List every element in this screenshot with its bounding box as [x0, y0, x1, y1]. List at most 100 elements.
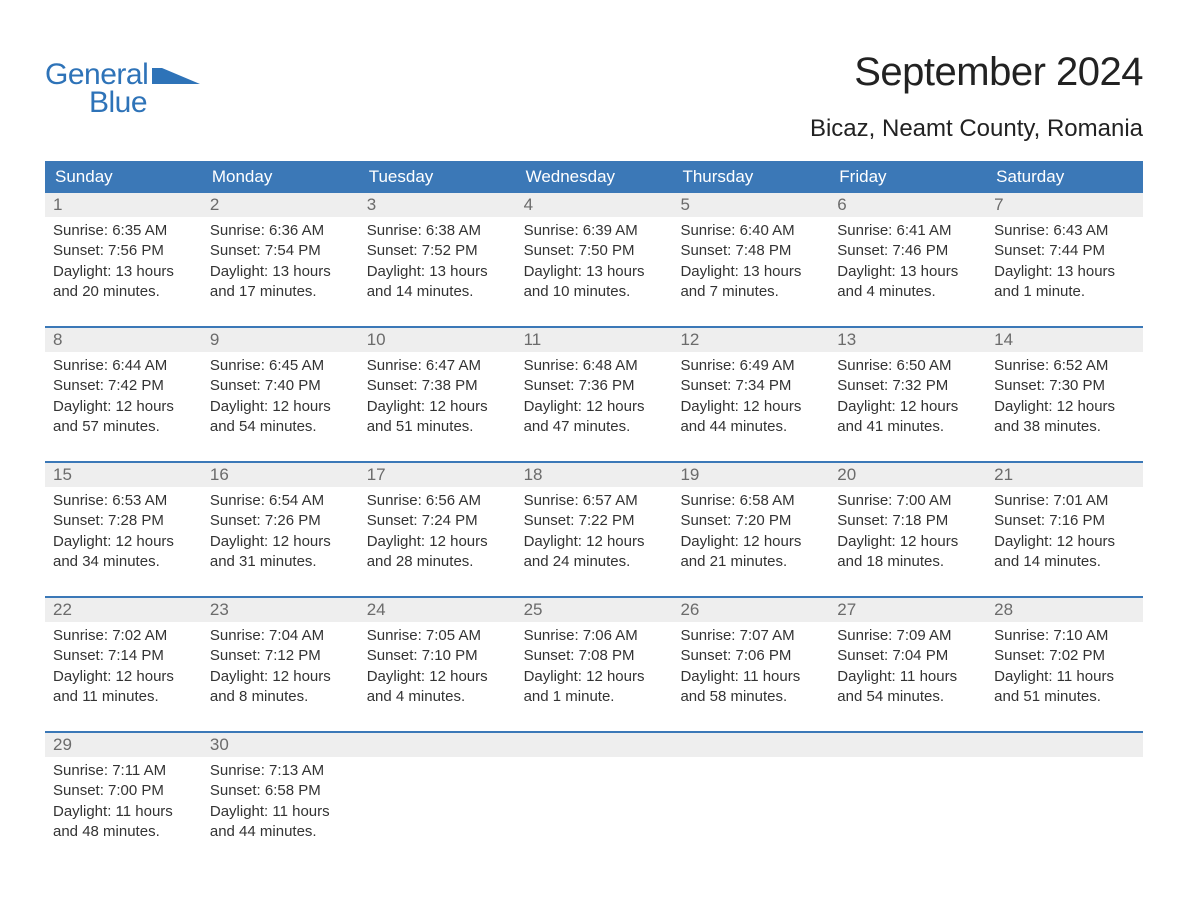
day-body: Sunrise: 6:56 AMSunset: 7:24 PMDaylight:…: [359, 487, 516, 572]
day-body: Sunrise: 7:11 AMSunset: 7:00 PMDaylight:…: [45, 757, 202, 842]
dl1-text: Daylight: 11 hours: [680, 667, 821, 687]
date-number: 7: [994, 195, 1003, 214]
dl1-text: Daylight: 12 hours: [994, 397, 1135, 417]
sunset-text: Sunset: 7:34 PM: [680, 376, 821, 396]
day-cell: 13Sunrise: 6:50 AMSunset: 7:32 PMDayligh…: [829, 328, 986, 447]
dl1-text: Daylight: 12 hours: [210, 397, 351, 417]
day-body: Sunrise: 6:44 AMSunset: 7:42 PMDaylight:…: [45, 352, 202, 437]
date-number: 23: [210, 600, 229, 619]
day-cell: 22Sunrise: 7:02 AMSunset: 7:14 PMDayligh…: [45, 598, 202, 717]
day-body: Sunrise: 7:07 AMSunset: 7:06 PMDaylight:…: [672, 622, 829, 707]
date-number: 24: [367, 600, 386, 619]
date-bar: 21: [986, 463, 1143, 487]
day-body: Sunrise: 6:58 AMSunset: 7:20 PMDaylight:…: [672, 487, 829, 572]
date-number: 3: [367, 195, 376, 214]
date-bar: 12: [672, 328, 829, 352]
week-row: 8 Sunrise: 6:44 AMSunset: 7:42 PMDaylight…: [45, 326, 1143, 447]
date-number: 27: [837, 600, 856, 619]
dl1-text: Daylight: 12 hours: [367, 397, 508, 417]
day-cell: 25 Sunrise: 7:06 AMSunset: 7:08 PMDayligh…: [516, 598, 673, 717]
day-cell: 4Sunrise: 6:39 AMSunset: 7:50 PMDaylight…: [516, 193, 673, 312]
date-number: 9: [210, 330, 219, 349]
dl1-text: Daylight: 13 hours: [837, 262, 978, 282]
dl2-text: and 54 minutes.: [210, 417, 351, 437]
sunrise-text: Sunrise: 6:58 AM: [680, 491, 821, 511]
date-number: 8: [53, 330, 62, 349]
sunrise-text: Sunrise: 6:43 AM: [994, 221, 1135, 241]
dl2-text: and 18 minutes.: [837, 552, 978, 572]
sunset-text: Sunset: 7:30 PM: [994, 376, 1135, 396]
dl2-text: and 34 minutes.: [53, 552, 194, 572]
sunrise-text: Sunrise: 7:07 AM: [680, 626, 821, 646]
day-body: Sunrise: 7:00 AMSunset: 7:18 PMDaylight:…: [829, 487, 986, 572]
sunrise-text: Sunrise: 6:57 AM: [524, 491, 665, 511]
day-body: Sunrise: 6:35 AMSunset: 7:56 PMDaylight:…: [45, 217, 202, 302]
week-row: 22Sunrise: 7:02 AMSunset: 7:14 PMDayligh…: [45, 596, 1143, 717]
day-cell: 16Sunrise: 6:54 AMSunset: 7:26 PMDayligh…: [202, 463, 359, 582]
day-body: Sunrise: 6:49 AMSunset: 7:34 PMDaylight:…: [672, 352, 829, 437]
dl2-text: and 51 minutes.: [994, 687, 1135, 707]
dl1-text: Daylight: 12 hours: [210, 667, 351, 687]
sunset-text: Sunset: 7:42 PM: [53, 376, 194, 396]
dl2-text: and 54 minutes.: [837, 687, 978, 707]
sunset-text: Sunset: 7:44 PM: [994, 241, 1135, 261]
dl2-text: and 38 minutes.: [994, 417, 1135, 437]
sunset-text: Sunset: 7:50 PM: [524, 241, 665, 261]
dl2-text: and 10 minutes.: [524, 282, 665, 302]
dl2-text: and 31 minutes.: [210, 552, 351, 572]
month-title: September 2024: [810, 50, 1143, 95]
dl1-text: Daylight: 13 hours: [680, 262, 821, 282]
dl2-text: and 1 minute.: [524, 687, 665, 707]
date-number: 22: [53, 600, 72, 619]
date-bar: 30: [202, 733, 359, 757]
day-cell: 21Sunrise: 7:01 AMSunset: 7:16 PMDayligh…: [986, 463, 1143, 582]
day-cell: [516, 733, 673, 852]
logo-mark-icon: [152, 58, 200, 92]
date-bar: 8: [45, 328, 202, 352]
sunset-text: Sunset: 7:16 PM: [994, 511, 1135, 531]
sunrise-text: Sunrise: 6:45 AM: [210, 356, 351, 376]
sunrise-text: Sunrise: 7:11 AM: [53, 761, 194, 781]
calendar-header-row: SundayMondayTuesdayWednesdayThursdayFrid…: [45, 161, 1143, 193]
sunset-text: Sunset: 7:56 PM: [53, 241, 194, 261]
date-bar: [829, 733, 986, 757]
day-cell: 28Sunrise: 7:10 AMSunset: 7:02 PMDayligh…: [986, 598, 1143, 717]
date-number: 4: [524, 195, 533, 214]
dl2-text: and 4 minutes.: [367, 687, 508, 707]
date-bar: 23: [202, 598, 359, 622]
day-cell: 18Sunrise: 6:57 AMSunset: 7:22 PMDayligh…: [516, 463, 673, 582]
date-bar: 2: [202, 193, 359, 217]
sunrise-text: Sunrise: 6:39 AM: [524, 221, 665, 241]
day-cell: 27Sunrise: 7:09 AMSunset: 7:04 PMDayligh…: [829, 598, 986, 717]
dl2-text: and 4 minutes.: [837, 282, 978, 302]
date-number: 30: [210, 735, 229, 754]
date-bar: 6: [829, 193, 986, 217]
location-text: Bicaz, Neamt County, Romania: [810, 115, 1143, 143]
sunset-text: Sunset: 7:12 PM: [210, 646, 351, 666]
sunset-text: Sunset: 7:54 PM: [210, 241, 351, 261]
date-number: 28: [994, 600, 1013, 619]
date-bar: 16: [202, 463, 359, 487]
dayname-cell: Monday: [202, 161, 359, 193]
day-cell: 14Sunrise: 6:52 AMSunset: 7:30 PMDayligh…: [986, 328, 1143, 447]
day-cell: 5Sunrise: 6:40 AMSunset: 7:48 PMDaylight…: [672, 193, 829, 312]
dayname-cell: Wednesday: [516, 161, 673, 193]
sunrise-text: Sunrise: 7:04 AM: [210, 626, 351, 646]
day-body: Sunrise: 6:36 AMSunset: 7:54 PMDaylight:…: [202, 217, 359, 302]
sunrise-text: Sunrise: 6:52 AM: [994, 356, 1135, 376]
date-number: [994, 735, 999, 754]
dl1-text: Daylight: 12 hours: [524, 397, 665, 417]
sunset-text: Sunset: 7:02 PM: [994, 646, 1135, 666]
date-bar: 27: [829, 598, 986, 622]
date-number: 25: [524, 600, 543, 619]
week-row: 15Sunrise: 6:53 AMSunset: 7:28 PMDayligh…: [45, 461, 1143, 582]
dl1-text: Daylight: 11 hours: [994, 667, 1135, 687]
date-bar: 11: [516, 328, 673, 352]
dl2-text: and 57 minutes.: [53, 417, 194, 437]
day-body: Sunrise: 7:01 AMSunset: 7:16 PMDaylight:…: [986, 487, 1143, 572]
dl1-text: Daylight: 12 hours: [837, 532, 978, 552]
day-body: Sunrise: 7:06 AMSunset: 7:08 PMDaylight:…: [516, 622, 673, 707]
date-bar: 4: [516, 193, 673, 217]
dl1-text: Daylight: 12 hours: [524, 532, 665, 552]
dl2-text: and 8 minutes.: [210, 687, 351, 707]
